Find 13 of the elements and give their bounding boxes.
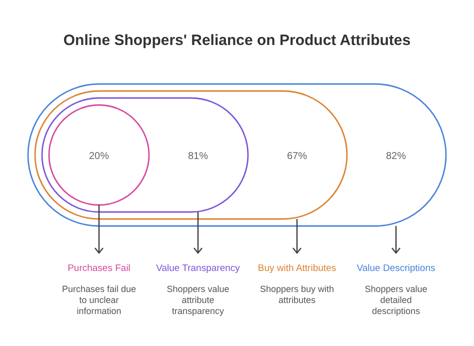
text: Purchases fail due to unclear information — [62, 284, 136, 316]
text: Shoppers value detailed descriptions — [364, 284, 428, 316]
data-label: 20% — [88, 151, 110, 162]
data-label: 67% — [286, 151, 308, 162]
category-label: Purchases Fail — [68, 263, 130, 274]
category-label: Value Transparency — [156, 263, 240, 274]
data-label: 82% — [386, 151, 406, 162]
category-label: Value Descriptions — [356, 263, 436, 274]
text: Online Shoppers' Reliance on Product Attributes — [63, 32, 411, 49]
category-label: Buy with Attributes — [258, 263, 336, 274]
text: Shoppers buy with attributes — [260, 284, 334, 305]
text: Shoppers value attribute transparency — [166, 284, 230, 316]
data-label: 81% — [188, 151, 208, 162]
